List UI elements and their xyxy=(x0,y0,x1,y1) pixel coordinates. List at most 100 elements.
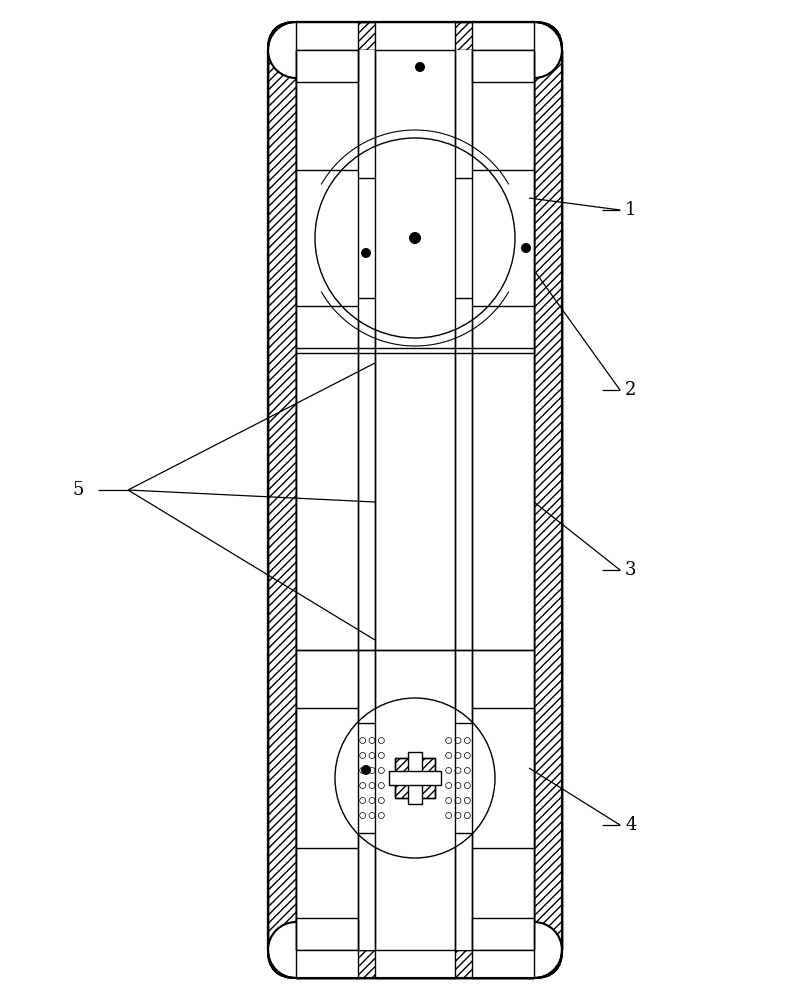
Bar xyxy=(358,188,386,288)
Circle shape xyxy=(369,798,375,803)
Bar xyxy=(296,50,534,950)
Circle shape xyxy=(455,768,461,773)
Circle shape xyxy=(446,193,451,199)
Circle shape xyxy=(506,922,562,978)
Circle shape xyxy=(464,193,470,199)
Circle shape xyxy=(455,193,461,199)
Bar xyxy=(296,50,358,82)
Polygon shape xyxy=(358,723,375,833)
Bar xyxy=(375,22,455,50)
Bar xyxy=(389,771,441,785)
Circle shape xyxy=(320,683,510,873)
Circle shape xyxy=(360,210,366,216)
Circle shape xyxy=(379,193,384,199)
Circle shape xyxy=(360,227,366,233)
Bar xyxy=(534,50,562,950)
Polygon shape xyxy=(296,170,358,306)
Circle shape xyxy=(369,260,375,266)
Circle shape xyxy=(464,738,470,743)
Bar xyxy=(296,918,358,950)
Circle shape xyxy=(464,277,470,283)
Circle shape xyxy=(409,232,421,244)
Circle shape xyxy=(446,227,451,233)
Circle shape xyxy=(360,193,366,199)
Polygon shape xyxy=(472,170,534,306)
Circle shape xyxy=(446,798,451,803)
Circle shape xyxy=(369,277,375,283)
Circle shape xyxy=(369,783,375,788)
Circle shape xyxy=(455,738,461,743)
Text: 5: 5 xyxy=(73,481,85,499)
Circle shape xyxy=(464,227,470,233)
Circle shape xyxy=(455,210,461,216)
Text: 1: 1 xyxy=(625,201,637,219)
Circle shape xyxy=(379,753,384,758)
Circle shape xyxy=(455,783,461,788)
Bar xyxy=(534,50,562,950)
Circle shape xyxy=(379,798,384,803)
Circle shape xyxy=(369,768,375,773)
Circle shape xyxy=(360,753,366,758)
FancyBboxPatch shape xyxy=(268,22,562,978)
Text: 3: 3 xyxy=(625,561,637,579)
Bar xyxy=(472,50,534,82)
Circle shape xyxy=(379,210,384,216)
Polygon shape xyxy=(395,758,435,798)
Bar xyxy=(472,918,534,950)
Circle shape xyxy=(379,813,384,818)
Circle shape xyxy=(360,277,366,283)
Circle shape xyxy=(379,277,384,283)
Circle shape xyxy=(464,210,470,216)
Circle shape xyxy=(464,260,470,266)
Bar xyxy=(408,752,422,804)
Circle shape xyxy=(369,193,375,199)
Circle shape xyxy=(361,765,371,775)
Polygon shape xyxy=(358,178,375,298)
Bar xyxy=(296,950,534,978)
Circle shape xyxy=(446,243,451,249)
Polygon shape xyxy=(455,723,472,833)
Circle shape xyxy=(379,738,384,743)
Circle shape xyxy=(335,698,495,858)
Circle shape xyxy=(369,210,375,216)
Circle shape xyxy=(360,813,366,818)
Circle shape xyxy=(455,813,461,818)
Circle shape xyxy=(415,62,425,72)
Circle shape xyxy=(464,768,470,773)
Circle shape xyxy=(379,768,384,773)
Circle shape xyxy=(446,813,451,818)
Circle shape xyxy=(521,243,531,253)
Circle shape xyxy=(464,798,470,803)
Circle shape xyxy=(369,753,375,758)
Bar xyxy=(296,22,534,50)
Circle shape xyxy=(464,783,470,788)
Bar xyxy=(472,950,534,978)
Circle shape xyxy=(300,123,530,353)
Circle shape xyxy=(369,243,375,249)
Bar xyxy=(296,950,358,978)
Circle shape xyxy=(361,248,371,258)
Circle shape xyxy=(455,277,461,283)
Circle shape xyxy=(464,813,470,818)
Bar xyxy=(472,22,534,50)
Circle shape xyxy=(455,753,461,758)
Circle shape xyxy=(360,768,366,773)
Circle shape xyxy=(360,738,366,743)
Bar xyxy=(268,50,296,950)
Bar xyxy=(444,733,472,823)
Circle shape xyxy=(360,783,366,788)
Circle shape xyxy=(369,227,375,233)
Circle shape xyxy=(379,783,384,788)
Text: 4: 4 xyxy=(625,816,637,834)
Circle shape xyxy=(360,260,366,266)
Circle shape xyxy=(446,768,451,773)
Bar xyxy=(296,22,534,50)
Circle shape xyxy=(464,243,470,249)
Bar xyxy=(395,758,435,798)
Circle shape xyxy=(446,753,451,758)
Circle shape xyxy=(268,922,324,978)
Circle shape xyxy=(446,277,451,283)
Circle shape xyxy=(379,260,384,266)
Circle shape xyxy=(369,813,375,818)
Circle shape xyxy=(455,260,461,266)
